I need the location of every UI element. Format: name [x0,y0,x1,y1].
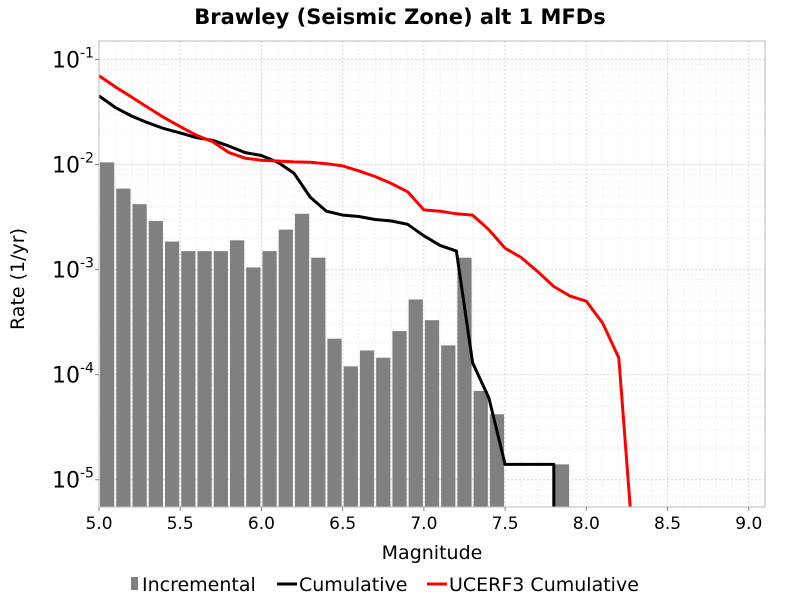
incremental-bar [262,251,277,507]
incremental-bars [100,162,570,507]
y-axis-label: Rate (1/yr) [7,228,29,330]
legend-swatch-incremental [131,577,138,590]
x-tick-label: 9.0 [735,514,762,534]
incremental-bar [311,257,326,507]
incremental-bar [408,299,423,507]
incremental-bar [392,331,407,507]
ucerf3-cumulative-line [98,74,632,508]
legend-label-ucerf3: UCERF3 Cumulative [449,574,639,596]
incremental-bar [343,366,358,507]
x-axis-label: Magnitude [382,542,483,564]
incremental-bar [376,357,391,507]
incremental-bar [100,162,115,507]
incremental-bar [327,338,342,507]
y-tick-label: 10-3 [52,256,94,284]
incremental-bar [229,240,245,507]
x-tick-label: 5.0 [85,514,112,534]
incremental-bar [473,390,488,507]
incremental-bar [457,257,472,507]
y-axis-ticks: 10-1 10-2 10-3 10-4 10-5 [52,45,99,494]
incremental-bar [213,251,228,507]
y-tick-label: 10-5 [52,466,94,494]
incremental-bar [424,320,440,507]
y-tick-label: 10-2 [52,151,94,179]
legend: Incremental Cumulative UCERF3 Cumulative [131,574,639,596]
x-tick-label: 8.5 [654,514,681,534]
incremental-bar [554,464,570,507]
x-tick-label: 5.5 [167,514,194,534]
incremental-bar [116,188,131,507]
legend-label-cumulative: Cumulative [299,574,407,596]
legend-label-incremental: Incremental [142,574,256,596]
incremental-bar [132,204,147,507]
y-tick-label: 10-4 [52,361,94,389]
incremental-bar [197,251,212,507]
x-tick-label: 6.0 [248,514,275,534]
x-tick-label: 7.5 [492,514,519,534]
incremental-bar [489,414,505,507]
incremental-bar [246,267,261,507]
incremental-bar [359,350,375,507]
x-tick-label: 8.0 [573,514,600,534]
x-tick-label: 7.0 [410,514,437,534]
incremental-bar [164,241,180,507]
cumulative-line [98,94,556,507]
chart-title: Brawley (Seismic Zone) alt 1 MFDs [194,5,605,29]
x-tick-label: 6.5 [329,514,356,534]
x-axis-ticks: 5.0 5.5 6.0 6.5 7.0 7.5 8.0 8.5 9.0 [85,507,762,534]
incremental-bar [441,345,456,507]
incremental-bar [294,213,310,507]
incremental-bar [148,221,163,507]
cumulative-lines [98,74,632,508]
plot-frame [98,40,766,508]
y-tick-label: 10-1 [52,45,94,73]
incremental-bar [278,229,293,507]
incremental-bar [181,251,196,507]
